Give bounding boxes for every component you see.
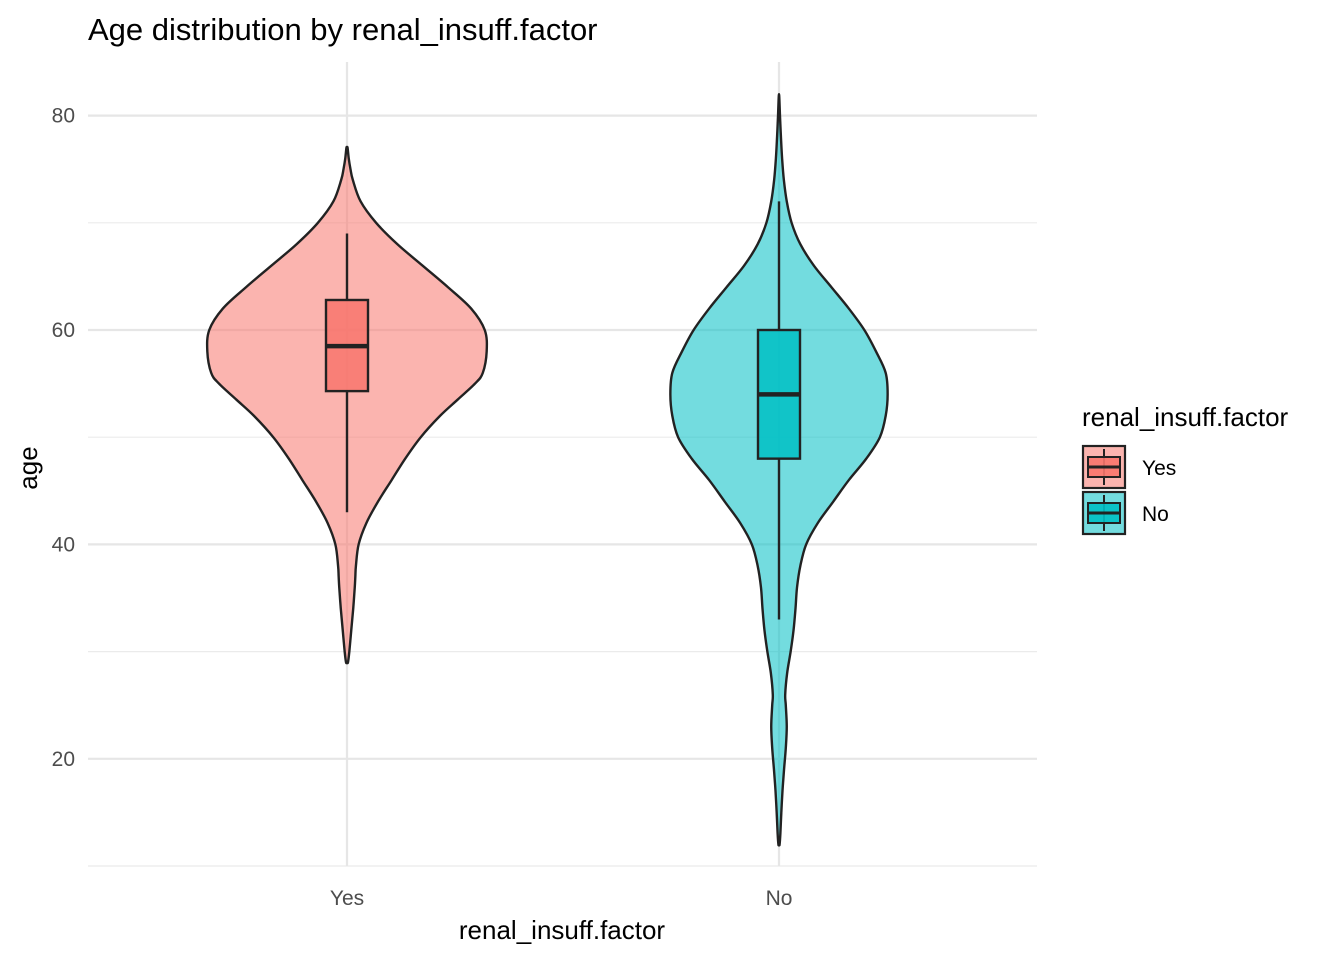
- x-tick-label: Yes: [330, 887, 364, 910]
- x-axis-ticks: Yes No: [330, 887, 793, 910]
- grid: [88, 62, 1037, 867]
- legend-item-yes: Yes: [1081, 444, 1176, 490]
- legend-title: renal_insuff.factor: [1082, 402, 1289, 432]
- legend: renal_insuff.factor Yes No: [1081, 402, 1289, 536]
- chart-title: Age distribution by renal_insuff.factor: [88, 12, 598, 47]
- x-axis-title: renal_insuff.factor: [459, 915, 666, 945]
- y-tick-label: 80: [52, 105, 75, 128]
- y-axis-title: age: [13, 446, 43, 489]
- legend-item-no: No: [1081, 490, 1169, 536]
- violins: [205, 92, 889, 847]
- y-tick-label: 60: [52, 319, 75, 342]
- legend-label: Yes: [1142, 457, 1176, 480]
- legend-label: No: [1142, 503, 1169, 526]
- violin-group-no: [669, 92, 889, 847]
- x-tick-label: No: [766, 887, 793, 910]
- y-tick-label: 40: [52, 533, 75, 556]
- y-axis-ticks: 20 40 60 80: [52, 105, 75, 771]
- violin-group-yes: [205, 145, 489, 665]
- y-tick-label: 20: [52, 748, 75, 771]
